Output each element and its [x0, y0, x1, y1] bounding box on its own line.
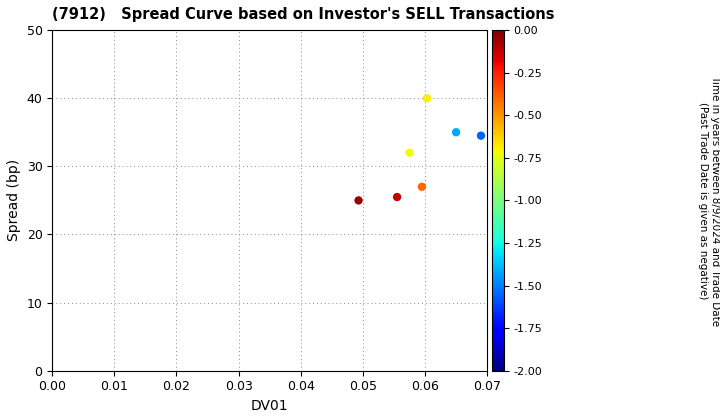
Y-axis label: Spread (bp): Spread (bp) — [7, 159, 21, 242]
Point — [475, 132, 487, 139]
Text: (7912)   Spread Curve based on Investor's SELL Transactions: (7912) Spread Curve based on Investor's … — [53, 7, 554, 22]
Point — [353, 197, 364, 204]
X-axis label: DV01: DV01 — [251, 399, 289, 413]
Point — [450, 129, 462, 136]
Point — [421, 95, 433, 102]
Y-axis label: Time in years between 8/9/2024 and Trade Date
(Past Trade Date is given as negat: Time in years between 8/9/2024 and Trade… — [698, 75, 720, 326]
Point — [404, 150, 415, 156]
Point — [416, 184, 428, 190]
Point — [392, 194, 403, 200]
